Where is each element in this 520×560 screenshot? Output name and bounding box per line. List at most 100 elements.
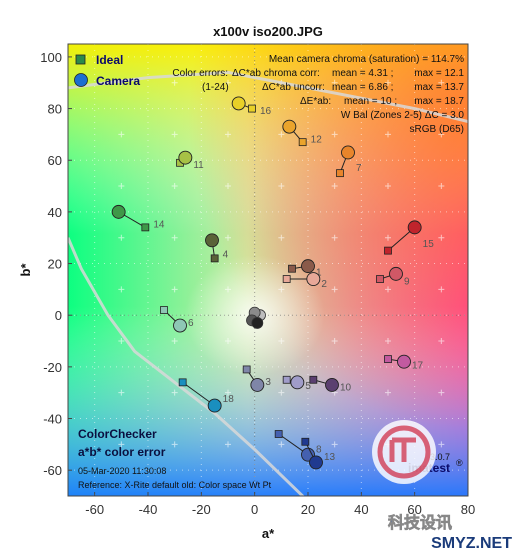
grid-plus-mark [118,286,125,293]
patch-label-9: 9 [404,276,410,287]
grid-plus-mark [118,131,125,138]
grid-plus-mark [278,338,285,345]
grid-plus-mark [171,234,178,241]
watermark: 科技设讯 SMYZ.NET [372,420,512,552]
patch-label-5: 5 [305,381,311,392]
x-tick-label: 0 [251,502,258,517]
grid-plus-mark [225,28,231,35]
y-tick-label: 0 [55,308,62,323]
camera-marker-3 [250,377,265,392]
grid-plus-mark [438,28,445,35]
neutral-marker [251,317,264,329]
grid-plus-mark [225,79,231,86]
grid-plus-mark [171,389,178,396]
stat-deltae-mean: mean = 10 ; [344,96,397,107]
y-tick-label: -20 [43,360,62,375]
stat-uncorr-mean: mean = 6.86 ; [332,82,393,93]
gamut-lines [68,70,468,496]
grid-plus-mark [225,441,231,448]
stats-block: Mean camera chroma (saturation) = 114.7%… [172,54,464,135]
plot-frame [67,43,469,497]
camera-marker-11 [178,150,193,165]
watermark-site-text: SMYZ.NET [431,535,512,552]
stat-deltae-label: ΔE*ab: [300,96,331,107]
grid-plus-mark [278,389,285,396]
grid-plus-mark [171,28,178,35]
stat-wbal: W Bal (Zones 2-5) ΔC = 3.0 [341,110,465,121]
watermark-cn-text: 科技设讯 [388,513,452,532]
grid-plus-mark [438,183,445,190]
patch-label-18: 18 [223,394,235,405]
grid-plus-mark [385,389,391,396]
camera-marker-18 [207,398,222,413]
y-tick-label: -60 [43,463,62,478]
camera-marker-10 [325,377,339,392]
ideal-marker-6 [160,306,168,314]
stat-mean-chroma: Mean camera chroma (saturation) = 114.7% [269,54,464,65]
grid-plus-mark [118,338,125,345]
grid-plus-mark [331,79,338,86]
camera-marker-9 [389,266,403,281]
grid-plus-mark [278,234,285,241]
camera-marker-5 [290,375,305,390]
camera-marker-1 [301,259,315,274]
ideal-marker-1 [288,264,296,273]
chart-title: x100v iso200.JPG [213,24,323,39]
patch-label-13: 13 [324,452,336,463]
grid-plus-mark [438,131,445,138]
stat-corr-max: max = 12.1 [414,68,464,79]
grid-plus-mark [331,28,338,35]
x-axis-title: a* [262,526,275,541]
camera-marker-17 [397,354,411,369]
gamut-boundary-top [68,70,468,123]
annotation-date: 05-Mar-2020 11:30:08 [78,466,166,476]
camera-marker-4 [205,233,219,248]
legend-camera-marker [74,73,88,87]
y-axis-title: b* [18,263,33,277]
patch-label-4: 4 [223,249,229,260]
camera-marker-15 [407,220,422,235]
annotation-subtitle: a*b* color error [78,445,166,459]
stat-deltae-max: max = 18.7 [414,96,464,107]
grid-plus-mark [171,131,178,138]
grid-plus-mark [225,338,231,345]
grid-plus-mark [385,286,391,293]
watermark-logo-mark [389,437,416,462]
grid-plus-mark [278,183,285,190]
x-tick-label: -40 [139,502,158,517]
watermark-logo-ring [377,425,431,479]
ideal-marker-14 [141,223,150,232]
y-tick-label: 100 [40,50,62,65]
patch-label-8: 8 [316,444,322,455]
grid-plus-mark [118,441,125,448]
grid [68,28,469,496]
ideal-marker-5 [282,375,291,384]
patch-label-15: 15 [423,239,435,250]
ideal-marker-12 [298,138,307,147]
grid-plus-mark [438,286,445,293]
ideal-marker-16 [248,104,256,113]
grid-plus-mark [171,338,178,345]
grid-plus-mark [331,441,338,448]
stat-color-errors-label: Color errors: [172,68,228,79]
grid-plus-mark [225,234,231,241]
patch-label-11: 11 [193,160,204,171]
grid-plus-mark [171,286,178,293]
ideal-marker-18 [178,378,187,387]
annotation-colorchecker: ColorChecker [78,427,157,441]
ideal-marker-2 [282,275,291,283]
patch-label-17: 17 [412,360,424,371]
camera-marker-6 [173,318,187,333]
legend-ideal-label: Ideal [96,53,123,67]
grid-plus-mark [225,286,231,293]
x-tick-label: 20 [301,502,315,517]
ideal-marker-4 [210,254,219,263]
patch-label-1: 1 [316,267,322,278]
grid-plus-mark [278,28,285,35]
patch-label-2: 2 [321,279,327,290]
grid-plus-mark [278,286,285,293]
stat-corr-mean: mean = 4.31 ; [332,68,393,79]
